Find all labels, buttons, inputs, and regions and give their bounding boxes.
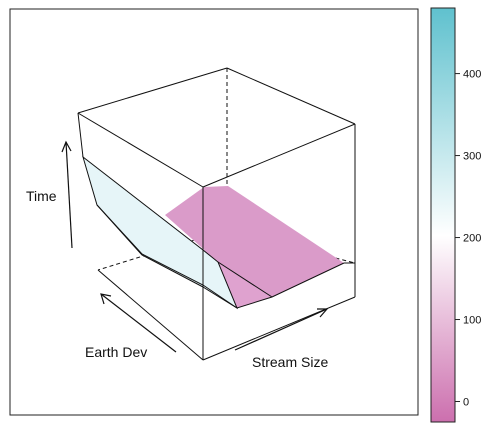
colorbar-tick-label: 200: [463, 233, 481, 245]
surface-high-wall: [82, 155, 204, 288]
colorbar-tick-label: 400: [463, 69, 481, 81]
colorbar-ticks: 0 100 200 300 400: [455, 69, 481, 409]
colorbar-tick-label: 100: [463, 315, 481, 327]
y-axis-label: Earth Dev: [85, 344, 147, 360]
z-axis-arrow: [65, 141, 73, 249]
plot-frame: [9, 8, 419, 416]
colorbar: [430, 7, 456, 423]
colorbar-tick-label: 0: [463, 397, 469, 409]
x-axis-arrow: [234, 308, 328, 351]
x-axis-label: Stream Size: [252, 354, 328, 370]
y-axis-arrow: [100, 293, 177, 353]
z-axis-label: Time: [26, 188, 57, 204]
box-edges: [77, 67, 356, 361]
colorbar-tick-label: 300: [463, 151, 481, 163]
axis-arrows: [61, 140, 329, 353]
surface-edges: [96, 204, 345, 309]
surface-back-plane: [165, 186, 344, 297]
